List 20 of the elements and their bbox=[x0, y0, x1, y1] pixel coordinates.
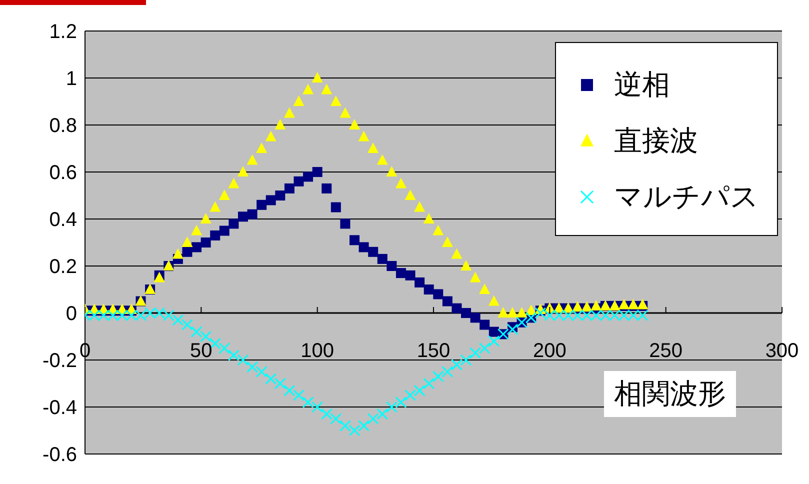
x-axis-title: 相関波形 bbox=[604, 371, 736, 417]
legend-label: マルチパス bbox=[614, 180, 759, 214]
y-tick-label: 0.6 bbox=[49, 162, 77, 184]
y-tick-label: 1 bbox=[66, 68, 77, 90]
y-tick-label: -0.4 bbox=[42, 397, 77, 420]
y-tick-label: -0.2 bbox=[42, 350, 77, 372]
y-tick-label: 0.8 bbox=[49, 115, 77, 138]
y-tick-label: 0.2 bbox=[49, 256, 77, 278]
x-tick-label: 200 bbox=[532, 340, 566, 362]
x-tick-label: 100 bbox=[300, 340, 334, 362]
y-tick-label: 0 bbox=[66, 303, 77, 326]
legend-label: 直接波 bbox=[614, 124, 698, 158]
x-tick-label: 150 bbox=[416, 340, 450, 362]
x-tick-label: 50 bbox=[190, 340, 212, 362]
y-tick-label: 1.2 bbox=[49, 21, 77, 44]
y-tick-label: -0.6 bbox=[42, 444, 77, 466]
y-tick-label: 0.4 bbox=[49, 209, 77, 232]
legend-label: 逆相 bbox=[614, 68, 670, 102]
x-tick-label: 250 bbox=[649, 340, 683, 362]
x-tick-label: 300 bbox=[765, 340, 799, 362]
